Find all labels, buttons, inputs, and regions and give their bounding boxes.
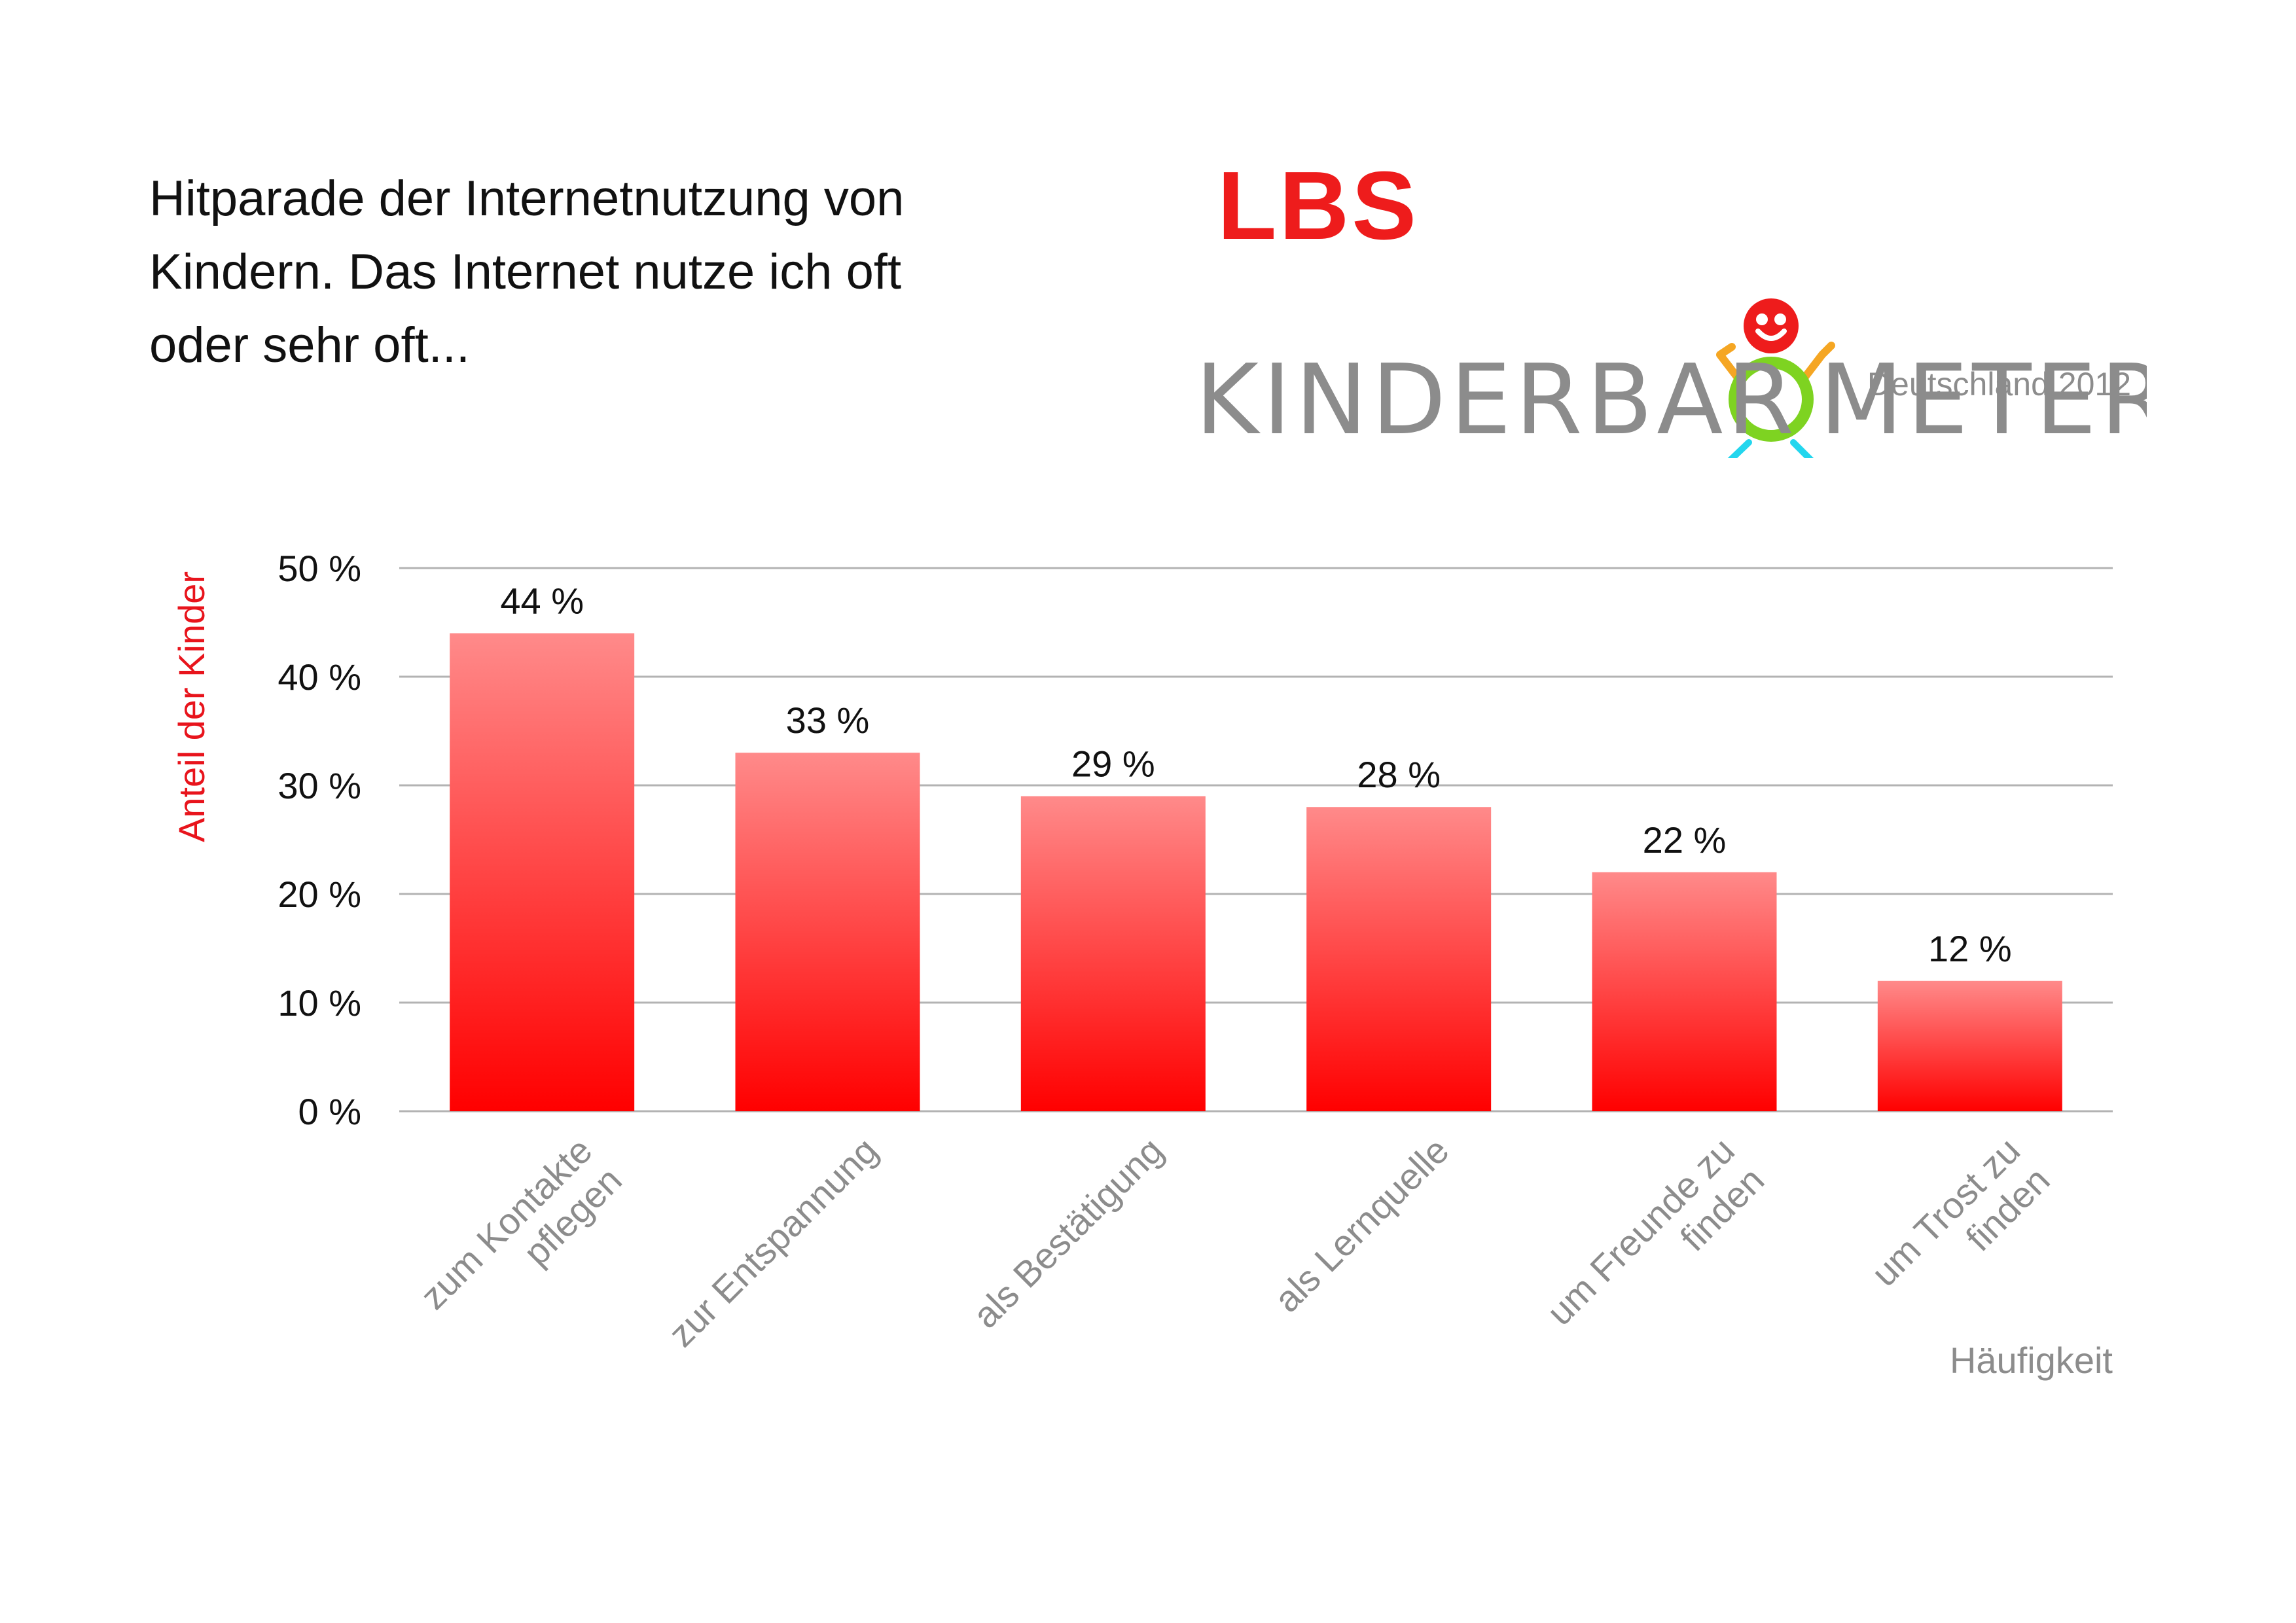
value-label: 44 % [500,580,584,622]
bar [1877,980,2062,1111]
x-tick-label: als Bestätigung [965,1130,1171,1336]
y-tick-label: 30 % [278,765,361,806]
x-tick-label: zur Entspannung [660,1130,886,1355]
y-tick-label: 0 % [298,1091,362,1132]
bar [450,633,635,1111]
y-axis-label: Anteil der Kinder [171,571,212,842]
bars [450,633,2062,1111]
lbs-kinderbarometer-logo: LBS KINDERBAR METER Deutschland 2012 [1191,152,2147,458]
value-label: 28 % [1357,754,1441,795]
x-axis-label: Häufigkeit [1950,1340,2113,1381]
value-label: 22 % [1643,819,1727,861]
y-tick-label: 50 % [278,548,361,589]
bar [1592,872,1777,1111]
y-tick-labels: 0 % 10 % 20 % 30 % 40 % 50 % [278,548,361,1132]
bar [1306,807,1492,1111]
y-tick-label: 10 % [278,982,361,1024]
title-line-1: Hitparade der Internetnutzung von [149,171,905,226]
y-tick-label: 20 % [278,874,361,915]
y-tick-label: 40 % [278,656,361,698]
bar [735,753,920,1111]
mascot-icon [1716,298,1835,458]
value-label: 33 % [786,700,870,741]
logo-wordmark-right: METER [1820,344,2147,456]
value-labels: 44 % 33 % 29 % 28 % 22 % 12 % [500,580,2011,969]
logo-subtitle: Deutschland 2012 [1867,366,2131,402]
page-title: Hitparade der Internetnutzung von Kinder… [149,162,1170,382]
title-line-2: Kindern. Das Internet nutze ich oft [149,244,902,300]
x-tick-label-line: als Bestätigung [965,1130,1171,1336]
x-tick-label-line: zur Entspannung [660,1130,886,1355]
grid-lines [399,567,2113,1113]
logo-brand: LBS [1217,152,1419,260]
bar [1020,796,1206,1111]
x-tick-label: als Lernquelle [1266,1130,1457,1320]
logo-wordmark-left: KINDERBAR [1195,344,1798,456]
logo-wordmark: KINDERBAR METER [1195,298,2147,458]
x-tick-label-line: als Lernquelle [1266,1130,1457,1320]
title-line-3: oder sehr oft... [149,317,471,373]
value-label: 29 % [1071,743,1155,785]
value-label: 12 % [1928,928,2012,969]
